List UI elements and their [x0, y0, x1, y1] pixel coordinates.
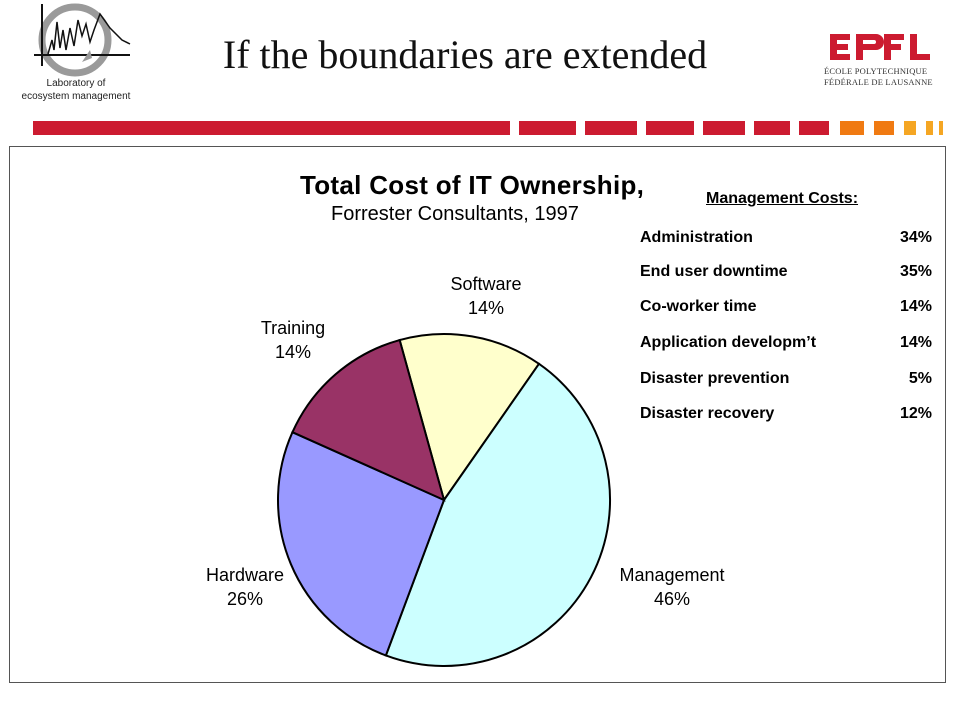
slice-percent: 14% [274, 342, 312, 362]
divider-segment [703, 121, 745, 135]
pie-slice-training [291, 338, 446, 502]
cost-name: Disaster prevention [640, 370, 790, 387]
cost-name: Disaster recovery [640, 405, 775, 422]
divider-segment [646, 121, 694, 135]
page-title: If the boundaries are extended [222, 32, 708, 77]
divider-segment [585, 121, 637, 135]
divider-segment [799, 121, 829, 135]
epfl-logo: ÉCOLE POLYTECHNIQUE FÉDÉRALE DE LAUSANNE [820, 28, 940, 92]
management-cost-row: Co-worker time 14% [640, 298, 932, 322]
chart-subtitle: Forrester Consultants, 1997 [331, 203, 579, 225]
slice-label-software: Software 14% [406, 272, 566, 320]
lab-name-line1: Laboratory of [46, 78, 106, 89]
divider-segment [840, 121, 864, 135]
cost-name: Application developm’t [640, 334, 817, 351]
divider-segment [926, 121, 933, 135]
epfl-name-line1: ÉCOLE POLYTECHNIQUE [824, 66, 928, 76]
management-costs-title: Management Costs: [706, 190, 859, 207]
cost-percent: 14% [899, 334, 932, 351]
management-cost-row: End user downtime 35% [640, 263, 932, 287]
cost-percent: 14% [899, 298, 932, 315]
slice-label-management: Management 46% [592, 563, 752, 611]
divider-segment [904, 121, 916, 135]
divider-segment [754, 121, 790, 135]
divider-segment [874, 121, 894, 135]
epfl-logo-icon [826, 32, 936, 62]
slice-name: Training [260, 318, 326, 338]
cost-percent: 12% [899, 405, 932, 422]
management-cost-row: Disaster recovery 12% [640, 405, 932, 429]
slice-name: Management [619, 565, 725, 585]
slice-label-training: Training 14% [213, 316, 373, 364]
ecosystem-logo-icon [34, 3, 131, 77]
header-divider-bar [0, 121, 960, 135]
management-cost-row: Disaster prevention 5% [640, 370, 932, 394]
slice-name: Hardware [205, 565, 285, 585]
chart-frame [9, 146, 946, 683]
lab-logo: Laboratory of ecosystem management [0, 0, 160, 110]
divider-segment [939, 121, 943, 135]
slice-name: Software [450, 274, 522, 294]
cost-name: Administration [640, 229, 753, 246]
cost-percent: 35% [899, 263, 932, 280]
lab-name-line2: ecosystem management [21, 91, 131, 102]
divider-segment [519, 121, 576, 135]
slice-label-hardware: Hardware 26% [165, 563, 325, 611]
divider-segment [33, 121, 510, 135]
cost-percent: 5% [908, 370, 932, 387]
slice-percent: 26% [226, 589, 264, 609]
cost-name: End user downtime [640, 263, 788, 280]
slice-percent: 46% [653, 589, 691, 609]
cost-name: Co-worker time [640, 298, 757, 315]
management-cost-row: Application developm’t 14% [640, 334, 932, 358]
slice-percent: 14% [467, 298, 505, 318]
pie-slice-management [384, 362, 612, 667]
pie-slice-hardware [277, 430, 446, 657]
chart-title: Total Cost of IT Ownership, [300, 170, 645, 200]
pie-slice-software [398, 333, 541, 503]
cost-percent: 34% [899, 229, 932, 246]
management-cost-row: Administration 34% [640, 229, 932, 253]
epfl-name-line2: FÉDÉRALE DE LAUSANNE [824, 77, 933, 87]
